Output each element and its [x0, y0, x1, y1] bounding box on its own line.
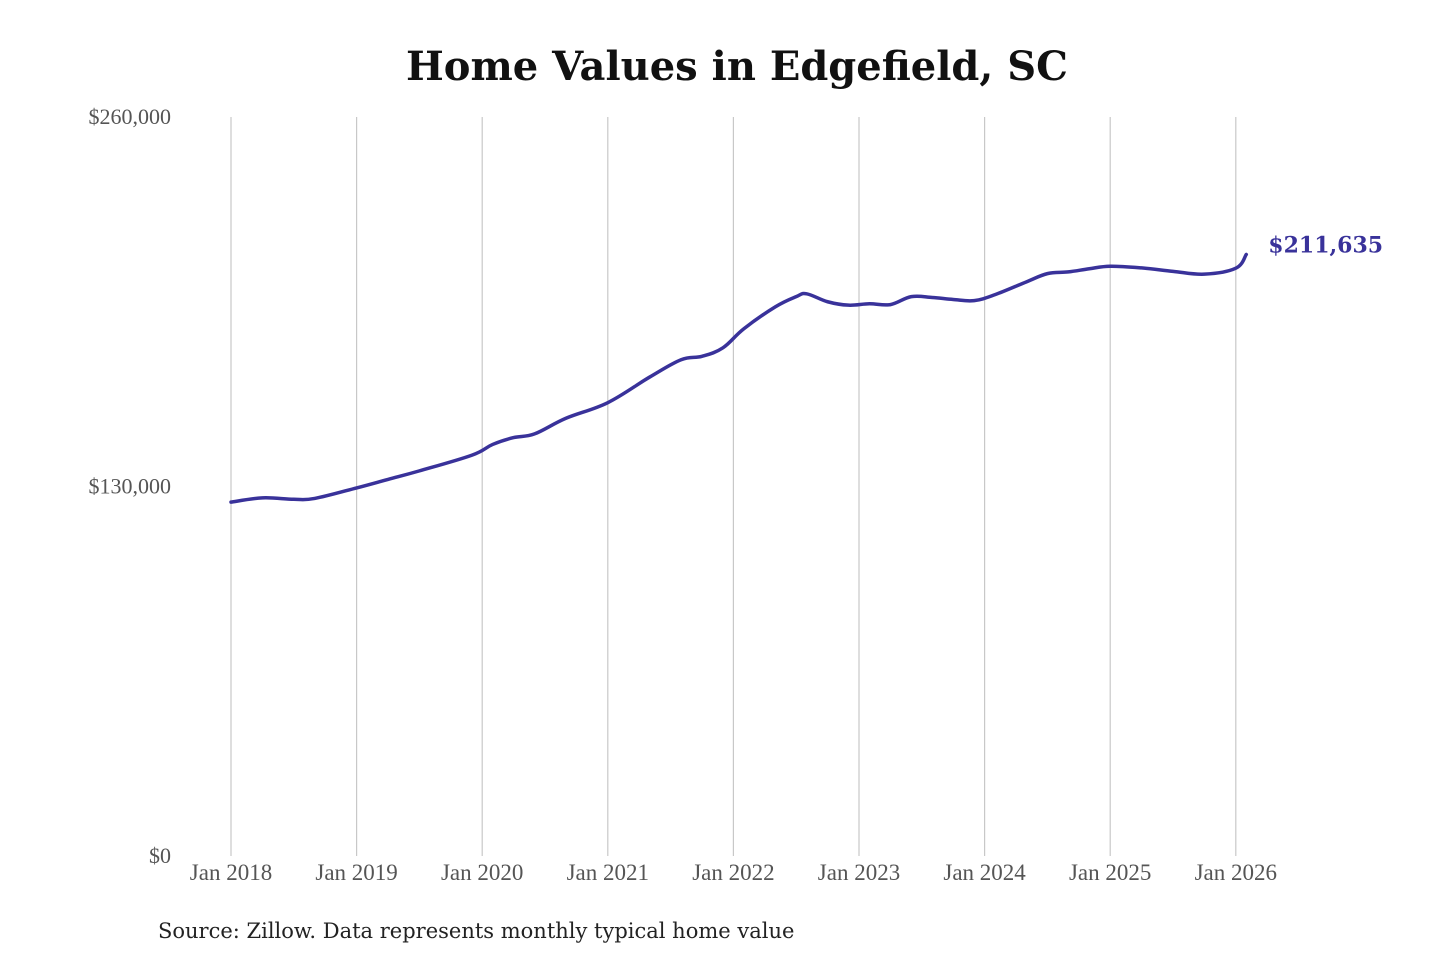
end-value-label: $211,635 — [1268, 232, 1383, 258]
chart-title: Home Values in Edgefield, SC — [406, 43, 1068, 90]
x-tick-label: Jan 2025 — [1069, 860, 1151, 885]
grid-lines — [230, 117, 1237, 856]
y-tick-label: $0 — [149, 843, 171, 868]
x-axis-ticks: Jan 2018 Jan 2019 Jan 2020 Jan 2021 Jan 2022… — [190, 860, 1277, 885]
source-note: Source: Zillow. Data represents monthly … — [158, 919, 794, 943]
y-tick-label: $130,000 — [89, 474, 172, 499]
x-tick-label: Jan 2022 — [692, 860, 774, 885]
x-tick-label: Jan 2024 — [943, 860, 1026, 885]
x-tick-label: Jan 2026 — [1195, 860, 1277, 885]
x-tick-label: Jan 2021 — [567, 860, 649, 885]
x-tick-label: Jan 2023 — [818, 860, 900, 885]
y-axis-ticks: $0 $130,000 $260,000 — [89, 104, 172, 868]
x-tick-label: Jan 2018 — [190, 860, 272, 885]
series-layer — [229, 252, 1249, 504]
x-tick-label: Jan 2020 — [441, 860, 523, 885]
series-line-home-value — [229, 252, 1249, 504]
y-tick-label: $260,000 — [89, 104, 172, 129]
x-tick-label: Jan 2019 — [315, 860, 397, 885]
